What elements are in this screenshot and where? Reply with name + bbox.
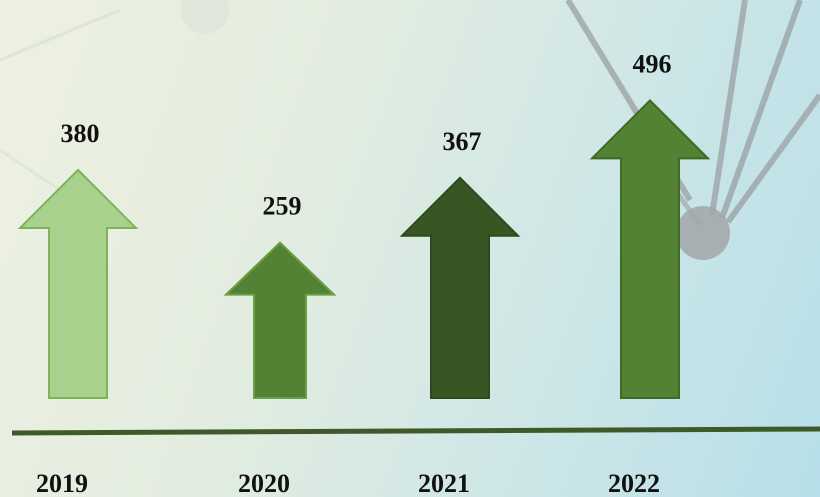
value-labels: 380 259 367 496 bbox=[61, 49, 672, 220]
x-axis-baseline bbox=[12, 429, 820, 433]
arrow-bar-2021 bbox=[402, 178, 518, 398]
arrow-bar-2019 bbox=[20, 170, 136, 398]
category-label-2019: 2019 bbox=[36, 469, 88, 497]
arrow-bar-2020 bbox=[226, 243, 334, 398]
arrow-bars bbox=[20, 100, 708, 398]
category-labels: 2019 2020 2021 2022 bbox=[36, 469, 660, 497]
value-label-2019: 380 bbox=[61, 119, 100, 148]
value-label-2020: 259 bbox=[263, 192, 302, 221]
category-label-2021: 2021 bbox=[418, 469, 470, 497]
category-label-2022: 2022 bbox=[608, 469, 660, 497]
value-label-2021: 367 bbox=[443, 127, 482, 156]
category-label-2020: 2020 bbox=[238, 469, 290, 497]
value-label-2022: 496 bbox=[633, 49, 672, 78]
